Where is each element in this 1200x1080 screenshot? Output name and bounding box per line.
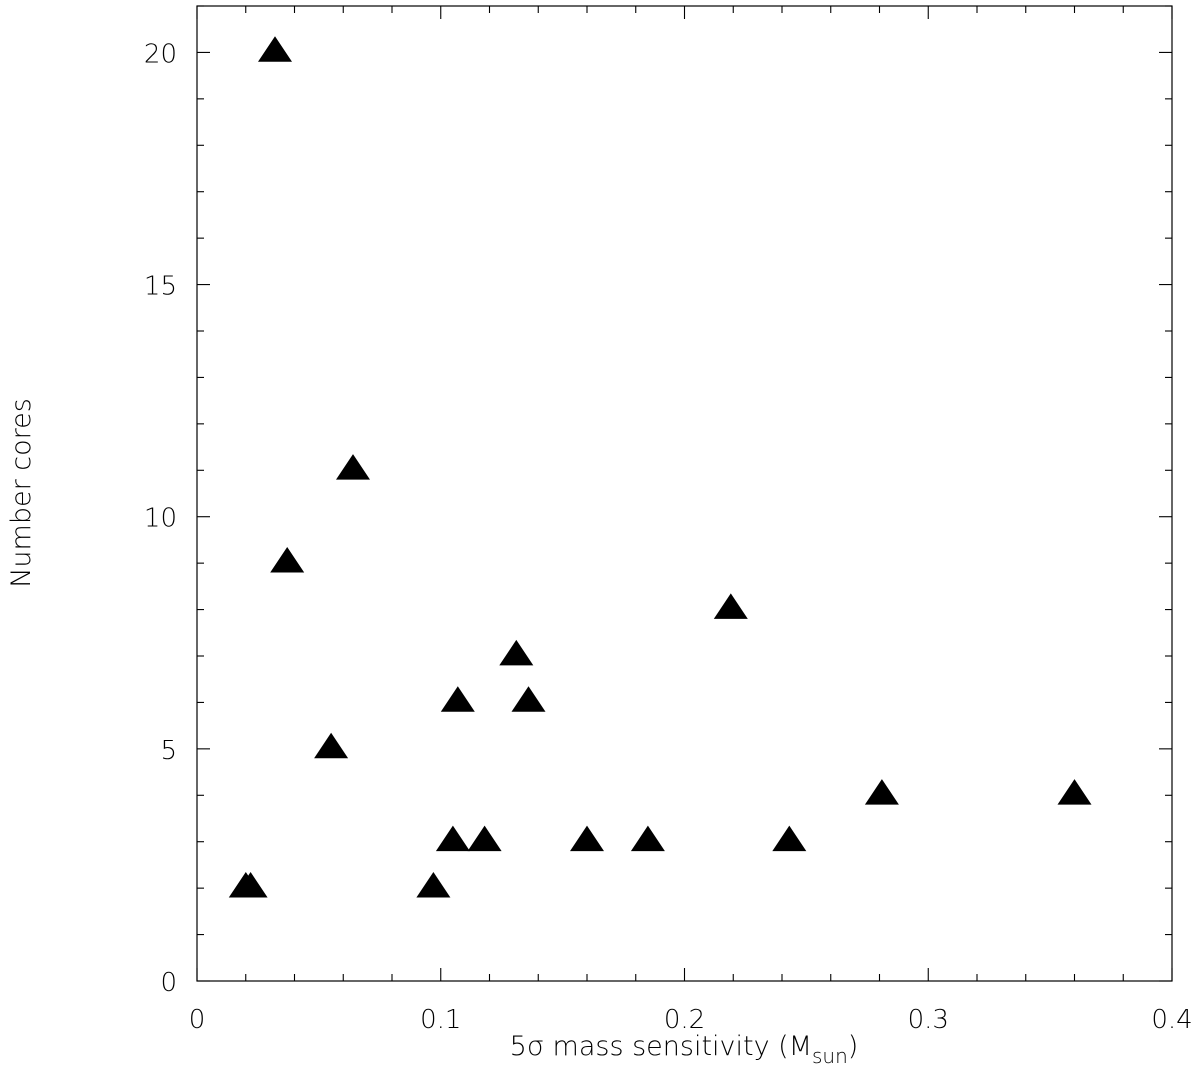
major-ticks (196, 6, 1173, 982)
data-points (228, 36, 1092, 898)
x-tick-label: 0.2 (664, 1005, 705, 1035)
data-point-triangle (435, 825, 470, 852)
x-axis-label-subscript: sun (812, 1044, 848, 1068)
x-axis-label: 5σ mass sensitivity (Msun) (510, 1031, 859, 1068)
x-tick-label: 0 (189, 1005, 206, 1035)
data-point-triangle (440, 686, 475, 712)
data-point-triangle (314, 732, 349, 759)
x-tick-labels: 0 0.1 0.2 0.3 0.4 (189, 1005, 1193, 1035)
data-point-triangle (630, 825, 665, 852)
data-point-triangle (713, 593, 748, 619)
data-point-triangle (270, 547, 305, 573)
data-point-triangle (416, 872, 451, 898)
x-axis-label-main: 5σ mass sensitivity (M (510, 1031, 812, 1062)
plot-frame (196, 5, 1173, 982)
data-point-triangle (467, 825, 502, 852)
data-point-triangle (499, 639, 534, 666)
y-tick-label: 0 (160, 968, 177, 998)
x-axis-label-suffix: ) (848, 1031, 859, 1062)
y-tick-label: 20 (144, 39, 177, 69)
minor-ticks (197, 5, 1172, 981)
data-point-triangle (258, 36, 292, 62)
y-tick-labels: 0 5 10 15 20 (144, 39, 177, 998)
x-tick-label: 0.3 (908, 1005, 949, 1035)
data-point-triangle (864, 779, 899, 805)
data-point-triangle (570, 825, 604, 852)
y-tick-label: 5 (160, 736, 177, 766)
x-tick-label: 0.1 (420, 1005, 461, 1035)
x-tick-label: 0.4 (1151, 1005, 1192, 1035)
data-point-triangle (772, 825, 807, 852)
data-point-triangle (1057, 779, 1092, 805)
data-point-triangle (233, 872, 268, 898)
data-point-triangle (511, 686, 546, 712)
y-axis-label: Number cores (6, 398, 37, 588)
data-point-triangle (336, 454, 370, 480)
y-tick-label: 10 (144, 504, 177, 534)
y-tick-label: 15 (144, 272, 177, 302)
